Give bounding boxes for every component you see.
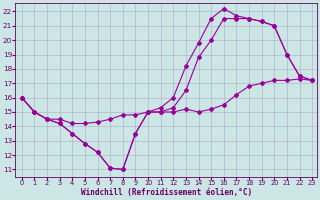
X-axis label: Windchill (Refroidissement éolien,°C): Windchill (Refroidissement éolien,°C): [81, 188, 252, 197]
